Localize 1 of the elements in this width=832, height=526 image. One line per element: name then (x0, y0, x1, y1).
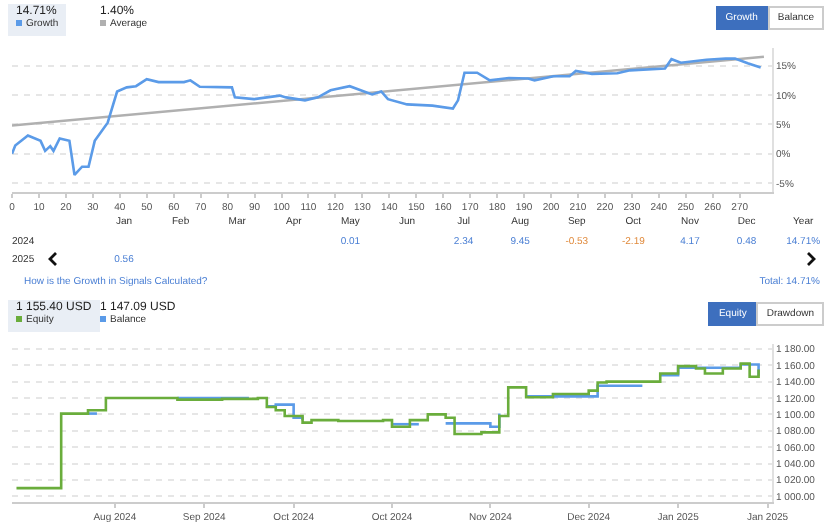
line-series (12, 57, 762, 177)
